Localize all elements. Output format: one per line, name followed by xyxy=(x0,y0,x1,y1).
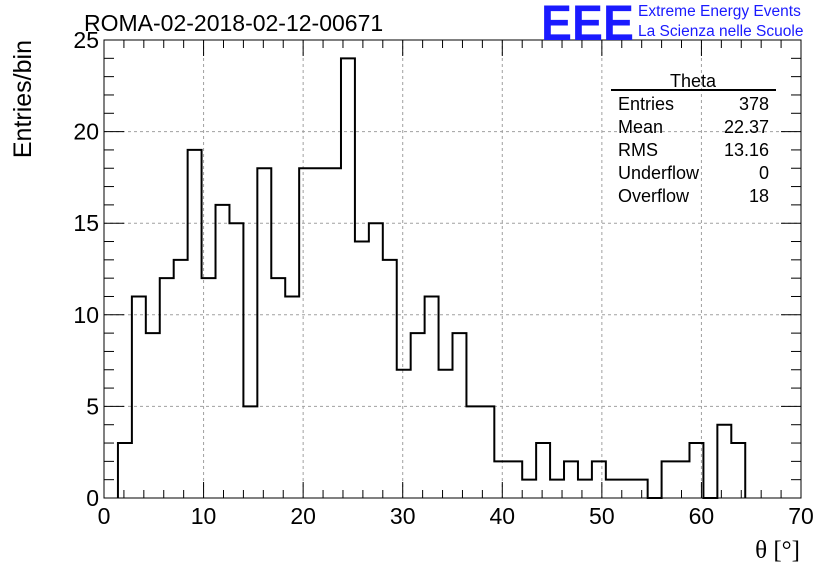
y-axis-label: Entries/bin xyxy=(9,40,37,158)
y-tick-label: 15 xyxy=(73,210,99,236)
x-tick-label: 10 xyxy=(191,503,217,529)
logo-line-2: La Scienza nelle Scuole xyxy=(638,23,804,40)
x-tick-label: 40 xyxy=(489,503,515,529)
logo-caption: Extreme Energy Events La Scienza nelle S… xyxy=(638,2,803,42)
y-tick-label: 10 xyxy=(73,302,99,328)
stats-label: RMS xyxy=(618,140,658,160)
x-axis-label: θ [°] xyxy=(755,537,800,564)
logo-letters: EEE xyxy=(541,0,634,46)
y-tick-label: 0 xyxy=(86,485,99,511)
eee-logo: EEE xyxy=(541,0,634,46)
stats-box: Theta Entries 378 Mean 22.37 RMS 13.16 Underflo… xyxy=(611,71,776,206)
stats-value: 22.37 xyxy=(724,117,769,137)
stats-value: 0 xyxy=(759,163,769,183)
x-tick-label: 70 xyxy=(788,503,814,529)
x-tick-label: 50 xyxy=(589,503,615,529)
plot-frame xyxy=(103,39,802,499)
y-tick-label: 5 xyxy=(86,393,99,419)
stats-title: Theta xyxy=(670,71,717,91)
logo-line-1: Extreme Energy Events xyxy=(638,3,801,20)
x-tick-label: 20 xyxy=(290,503,316,529)
stats-label: Mean xyxy=(618,117,663,137)
stats-value: 378 xyxy=(739,94,769,114)
stats-label: Overflow xyxy=(618,186,690,206)
y-tick-label: 25 xyxy=(73,27,99,53)
stats-value: 18 xyxy=(749,186,769,206)
x-tick-label: 0 xyxy=(98,503,111,529)
histogram-outline xyxy=(116,57,747,499)
x-tick-label: 30 xyxy=(390,503,416,529)
chart-title: ROMA-02-2018-02-12-00671 xyxy=(84,10,384,36)
stats-label: Entries xyxy=(618,94,674,114)
y-tick-label: 20 xyxy=(73,119,99,145)
stats-label: Underflow xyxy=(618,163,700,183)
x-tick-label: 60 xyxy=(689,503,715,529)
stats-value: 13.16 xyxy=(724,140,769,160)
